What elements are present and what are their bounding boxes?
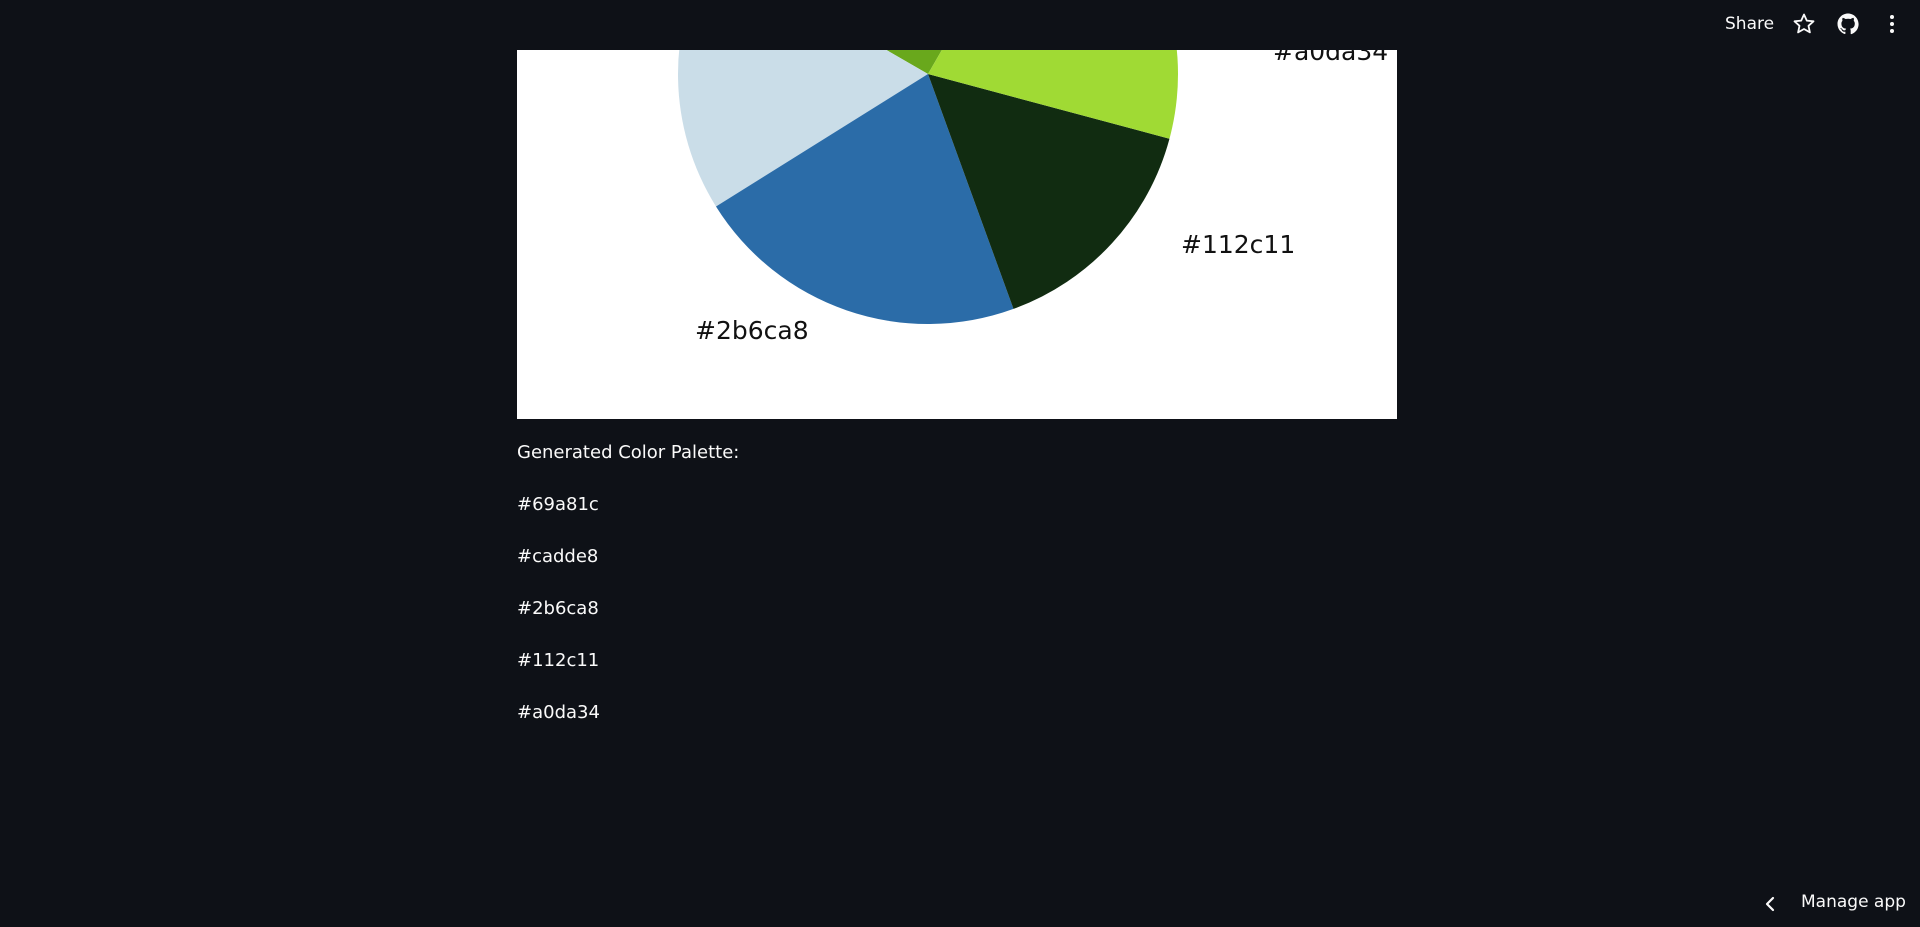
- pie-slice-4: [928, 74, 1170, 309]
- star-icon[interactable]: [1792, 12, 1816, 36]
- github-icon[interactable]: [1836, 12, 1860, 36]
- palette-color-4: #112c11: [517, 650, 600, 671]
- palette-title: Generated Color Palette:: [517, 442, 740, 463]
- share-button[interactable]: Share: [1725, 14, 1775, 34]
- pie-label-3: #2b6ca8: [695, 316, 809, 345]
- palette-color-2: #cadde8: [517, 546, 599, 567]
- palette-color-5: #a0da34: [517, 702, 600, 723]
- manage-app-button[interactable]: Manage app: [1760, 890, 1910, 918]
- app-header: Share: [0, 0, 1920, 50]
- kebab-menu-icon[interactable]: [1880, 12, 1904, 36]
- palette-color-1: #69a81c: [517, 494, 599, 515]
- pie-chart-svg: #a0da34#112c11#2b6ca8: [678, 0, 1388, 345]
- pie-slice-3: [715, 74, 1014, 325]
- palette-color-3: #2b6ca8: [517, 598, 599, 619]
- pie-chart: #a0da34 #112c11 #2b6ca8: [517, 0, 1397, 419]
- manage-app-label: Manage app: [1801, 892, 1906, 912]
- pie-label-2: #112c11: [1181, 230, 1295, 259]
- pie-slice-2: [678, 0, 928, 207]
- chevron-left-icon: [1760, 894, 1780, 918]
